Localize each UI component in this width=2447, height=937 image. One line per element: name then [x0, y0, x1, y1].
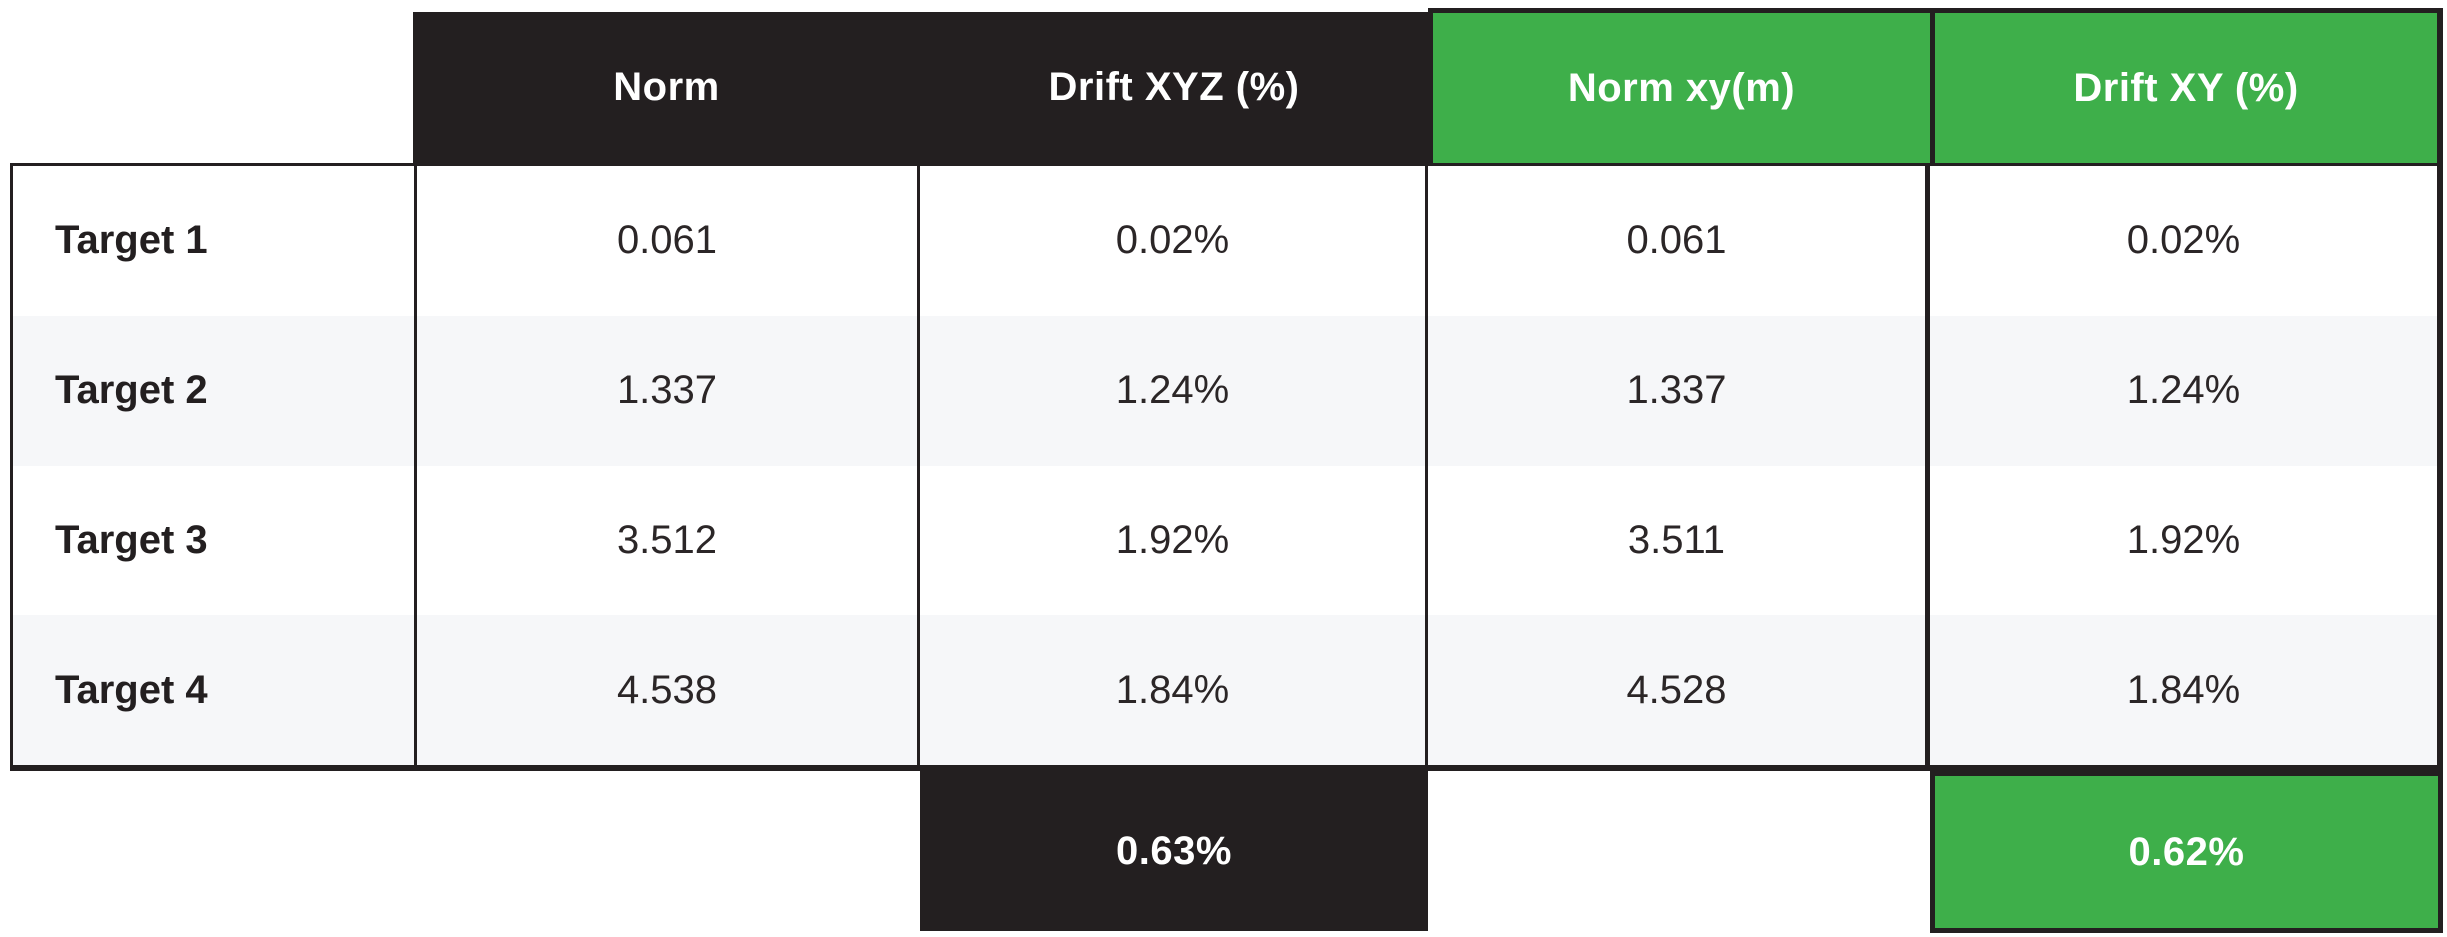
cell-drift-xy: 1.92%: [1930, 465, 2437, 616]
cell-norm: 1.337: [417, 315, 920, 466]
cell-drift-xyz: 1.92%: [920, 465, 1428, 616]
row-label: Target 2: [13, 315, 417, 466]
header-dark-block: Norm Drift XYZ (%): [413, 12, 1428, 163]
cell-drift-xyz: 1.24%: [920, 315, 1428, 466]
row-label: Target 1: [13, 166, 417, 316]
cell-drift-xy: 0.02%: [1930, 166, 2437, 316]
cell-norm-xy: 3.511: [1428, 465, 1930, 616]
header-cell-norm: Norm: [613, 65, 720, 109]
header-cell-norm-xy: Norm xy(m): [1428, 8, 1930, 163]
header-cell-drift-xyz: Drift XYZ (%): [1048, 65, 1300, 109]
header-cell-drift-xy: Drift XY (%): [1930, 8, 2443, 163]
cell-norm-xy: 4.528: [1428, 615, 1930, 765]
cell-norm: 4.538: [417, 615, 920, 765]
cell-norm: 0.061: [417, 166, 920, 316]
cell-norm-xy: 1.337: [1428, 315, 1930, 466]
cell-norm-xy: 0.061: [1428, 166, 1930, 316]
table-body: Target 1 0.061 0.02% 0.061 0.02% Target …: [10, 163, 2443, 771]
footer-cell-drift-xy-total: 0.62%: [1930, 771, 2443, 933]
cell-drift-xyz: 0.02%: [920, 166, 1428, 316]
cell-norm: 3.512: [417, 465, 920, 616]
row-label: Target 4: [13, 615, 417, 765]
row-label: Target 3: [13, 465, 417, 616]
cell-drift-xy: 1.84%: [1930, 615, 2437, 765]
footer-cell-drift-xyz-total: 0.63%: [920, 771, 1428, 931]
cell-drift-xy: 1.24%: [1930, 315, 2437, 466]
cell-drift-xyz: 1.84%: [920, 615, 1428, 765]
